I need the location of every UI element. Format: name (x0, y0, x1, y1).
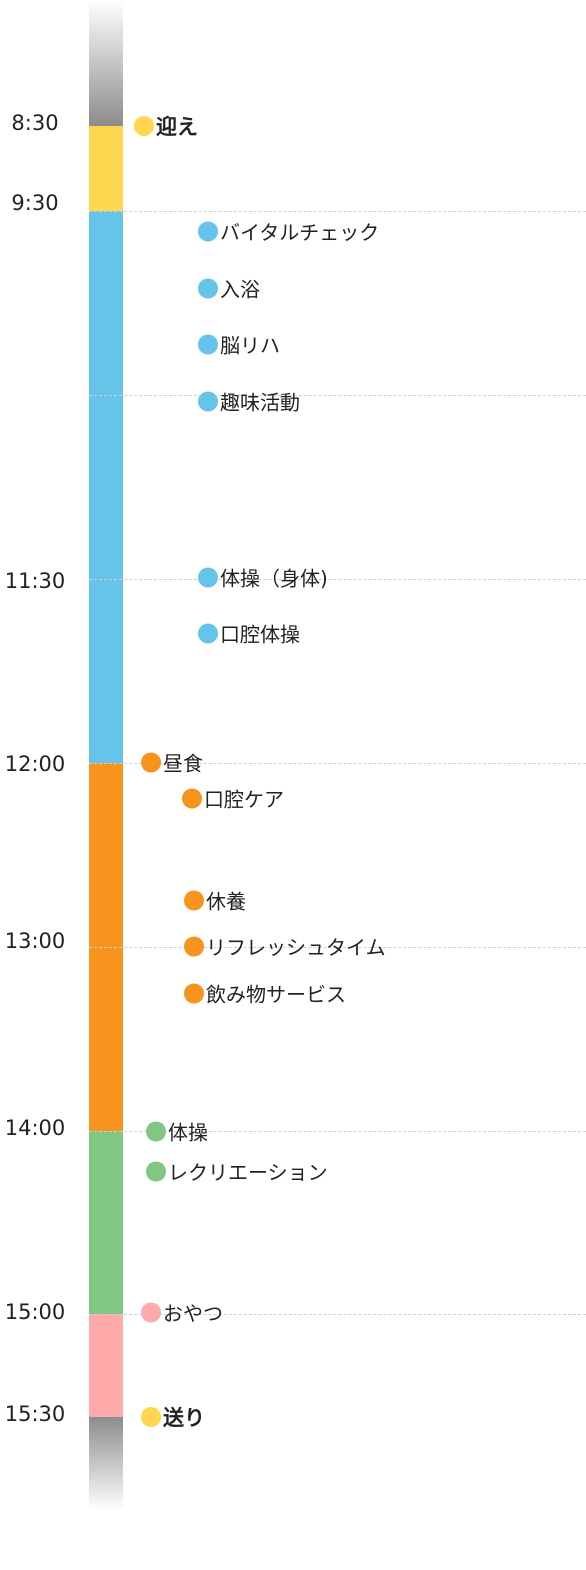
circle-icon (141, 1407, 161, 1427)
circle-icon (198, 221, 218, 241)
time-label: 11:30 (4, 569, 66, 593)
activity-item: 送り (141, 1402, 205, 1432)
timeline-segment-pickup (89, 126, 123, 211)
activity-item: リフレッシュタイム (184, 932, 386, 961)
circle-icon (146, 1121, 166, 1141)
activity-label: バイタルチェック (220, 220, 380, 245)
gridline-1300 (89, 947, 586, 948)
activity-item: 体操（身体) (198, 563, 328, 592)
activity-label: 入浴 (220, 277, 260, 302)
circle-icon (184, 936, 204, 956)
activity-item: 脳リハ (198, 330, 280, 359)
activity-label: レクリエーション (168, 1160, 328, 1185)
activity-label: 体操 (168, 1120, 208, 1145)
gridline-1400 (89, 1131, 586, 1132)
time-label: 15:00 (4, 1300, 66, 1324)
time-label: 13:00 (4, 929, 66, 953)
activity-label: 脳リハ (220, 333, 280, 358)
circle-icon (198, 334, 218, 354)
time-label: 9:30 (11, 191, 59, 215)
activity-item: レクリエーション (146, 1157, 328, 1186)
activity-item: 口腔ケア (182, 784, 284, 813)
gridline-1130 (89, 579, 586, 580)
time-label: 15:30 (4, 1402, 66, 1426)
activity-label: 飲み物サービス (206, 982, 346, 1007)
timeline-lead-in (89, 0, 123, 126)
activity-item: バイタルチェック (198, 217, 379, 246)
activity-label: リフレッシュタイム (206, 935, 386, 960)
circle-icon (141, 1302, 161, 1322)
activity-item: 入浴 (198, 274, 260, 303)
timeline-lead-out (89, 1417, 123, 1510)
circle-icon (141, 752, 161, 772)
circle-icon (146, 1161, 166, 1181)
activity-item: 口腔体操 (198, 619, 300, 648)
timeline-segment-snack (89, 1314, 123, 1417)
activity-label: 昼食 (163, 751, 203, 776)
circle-icon (184, 983, 204, 1003)
circle-icon (198, 391, 218, 411)
time-label: 12:00 (4, 752, 66, 776)
activity-label: 送り (163, 1406, 205, 1430)
activity-item: 飲み物サービス (184, 979, 346, 1008)
activity-label: 体操（身体) (220, 566, 328, 591)
gridline-1500 (89, 1314, 586, 1315)
gridline-930 (89, 211, 586, 212)
circle-icon (134, 116, 154, 136)
activity-item: 昼食 (141, 748, 203, 777)
time-label: 8:30 (11, 111, 59, 135)
activity-label: 趣味活動 (220, 390, 300, 415)
activity-label: 休養 (206, 889, 246, 914)
circle-icon (184, 890, 204, 910)
timeline-segment-afternoon (89, 1131, 123, 1314)
gridline-1200 (89, 763, 586, 764)
activity-item: 趣味活動 (198, 387, 300, 416)
activity-label: 迎え (156, 115, 198, 139)
circle-icon (182, 788, 202, 808)
activity-item: 迎え (134, 111, 198, 141)
activity-label: 口腔ケア (204, 787, 284, 812)
gridline-1030 (89, 395, 586, 396)
activity-item: 休養 (184, 886, 246, 915)
time-label: 14:00 (4, 1116, 66, 1140)
activity-item: おやつ (141, 1298, 223, 1327)
circle-icon (198, 567, 218, 587)
activity-item: 体操 (146, 1117, 208, 1146)
timeline-segment-morning (89, 211, 123, 763)
circle-icon (198, 623, 218, 643)
activity-label: 口腔体操 (220, 622, 300, 647)
activity-label: おやつ (163, 1301, 223, 1326)
circle-icon (198, 278, 218, 298)
